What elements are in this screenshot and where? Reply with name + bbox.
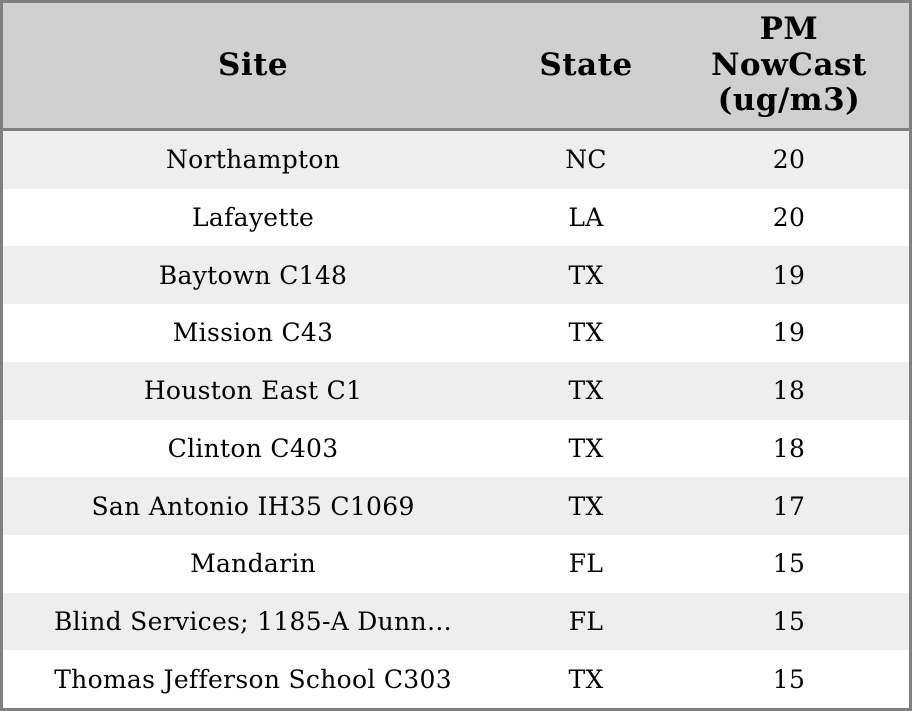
cell-pm-nowcast: 15 xyxy=(772,664,806,694)
cell-site: Blind Services; 1185-A Dunn… xyxy=(53,606,453,636)
header-cell-state: State xyxy=(503,3,669,128)
table-row: San Antonio IH35 C1069 TX 17 xyxy=(3,477,909,535)
table-row: Blind Services; 1185-A Dunn… FL 15 xyxy=(3,592,909,651)
header-cell-pm-nowcast: PM NowCast (ug/m3) xyxy=(669,3,909,128)
cell-pm-nowcast: 20 xyxy=(772,145,806,175)
cell-pm-nowcast: 15 xyxy=(772,549,806,579)
cell-state: FL xyxy=(568,606,604,636)
cell-site: Houston East C1 xyxy=(143,376,363,406)
cell-state: TX xyxy=(568,491,604,521)
cell-pm-nowcast: 20 xyxy=(772,203,806,233)
cell-pm-nowcast: 17 xyxy=(772,491,806,521)
header-label-site: Site xyxy=(217,46,289,83)
cell-pm-nowcast: 18 xyxy=(772,376,806,406)
cell-site: Thomas Jefferson School C303 xyxy=(54,664,452,694)
table-row: Houston East C1 TX 18 xyxy=(3,361,909,420)
cell-site: Lafayette xyxy=(191,203,315,233)
header-cell-site: Site xyxy=(3,3,503,128)
cell-site: Mission C43 xyxy=(172,318,334,348)
cell-state: FL xyxy=(568,549,604,579)
table-header-row: Site State PM NowCast (ug/m3) xyxy=(3,3,909,131)
cell-pm-nowcast: 19 xyxy=(772,260,806,290)
header-pm-line-1: PM xyxy=(759,11,819,48)
table-row: Northampton NC 20 xyxy=(3,131,909,189)
cell-site: San Antonio IH35 C1069 xyxy=(91,491,415,521)
header-pm-line-2: NowCast xyxy=(711,46,867,83)
cell-site: Clinton C403 xyxy=(167,433,339,463)
table-row: Baytown C148 TX 19 xyxy=(3,246,909,305)
cell-pm-nowcast: 18 xyxy=(772,433,806,463)
cell-site: Northampton xyxy=(165,145,341,175)
header-pm-line-3: (ug/m3) xyxy=(717,82,861,119)
table-row: Thomas Jefferson School C303 TX 15 xyxy=(3,650,909,709)
table-row: Clinton C403 TX 18 xyxy=(3,419,909,478)
cell-state: TX xyxy=(568,260,604,290)
cell-pm-nowcast: 19 xyxy=(772,318,806,348)
cell-state: TX xyxy=(568,376,604,406)
table-body: Northampton NC 20 Lafayette LA 20 Baytow… xyxy=(3,131,909,709)
cell-site: Baytown C148 xyxy=(158,260,348,290)
table-row: Lafayette LA 20 xyxy=(3,188,909,247)
cell-state: NC xyxy=(565,145,607,175)
table-row: Mandarin FL 15 xyxy=(3,534,909,593)
cell-state: TX xyxy=(568,433,604,463)
cell-state: TX xyxy=(568,318,604,348)
header-label-pm-nowcast: PM NowCast (ug/m3) xyxy=(711,11,867,119)
cell-state: LA xyxy=(568,203,604,233)
cell-state: TX xyxy=(568,664,604,694)
table-row: Mission C43 TX 19 xyxy=(3,304,909,362)
cell-pm-nowcast: 15 xyxy=(772,606,806,636)
header-label-state: State xyxy=(539,46,633,83)
cell-site: Mandarin xyxy=(190,549,317,579)
